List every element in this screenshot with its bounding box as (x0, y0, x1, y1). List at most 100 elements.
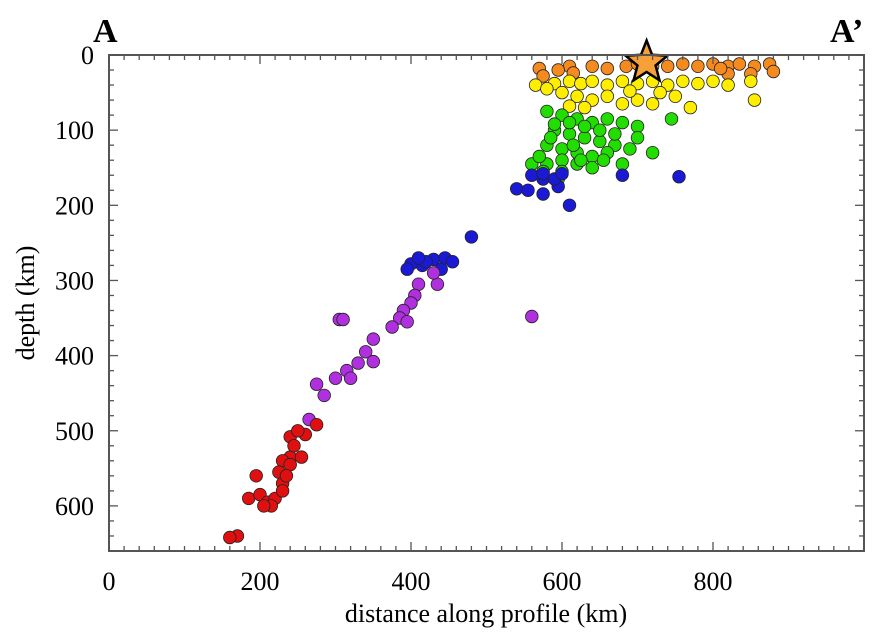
data-point (555, 142, 569, 156)
data-point (615, 168, 630, 182)
data-point (562, 99, 577, 113)
data-point (600, 89, 615, 104)
data-point (430, 277, 445, 291)
data-point (615, 115, 630, 130)
data-point (241, 491, 256, 506)
data-point (630, 119, 645, 134)
data-point (566, 138, 581, 152)
data-point (623, 142, 637, 156)
y-tick-label: 0 (81, 41, 94, 70)
data-point (577, 119, 592, 134)
data-point (510, 182, 524, 196)
data-point (540, 82, 554, 96)
data-point (525, 309, 539, 324)
data-point (596, 153, 611, 167)
data-point (630, 93, 645, 107)
data-point (744, 74, 758, 89)
data-point (608, 127, 622, 141)
y-tick-label: 200 (55, 191, 94, 220)
data-point (691, 76, 705, 91)
data-point (600, 61, 615, 76)
x-tick-label: 0 (103, 567, 116, 596)
data-point (411, 251, 426, 265)
data-point (585, 160, 599, 175)
data-point (328, 371, 343, 385)
data-point (555, 85, 569, 100)
data-point (275, 484, 290, 498)
data-point (294, 450, 309, 464)
data-point (585, 74, 599, 89)
data-point (574, 153, 588, 167)
data-point (645, 145, 660, 160)
data-point (283, 457, 297, 472)
y-tick-label: 600 (55, 492, 94, 521)
axis-tick-labels: 0 200 400 600 800 0 100 200 300 400 500 600 (55, 41, 733, 596)
data-point (445, 255, 460, 269)
data-point (540, 104, 554, 119)
data-point (577, 130, 592, 145)
data-point (585, 59, 599, 74)
data-point (464, 230, 479, 244)
data-point (664, 112, 679, 126)
x-tick-label: 800 (694, 567, 733, 596)
data-point (585, 149, 599, 164)
data-point (676, 74, 690, 89)
data-point (619, 59, 633, 74)
data-point (683, 100, 698, 115)
data-point (411, 277, 426, 291)
y-tick-label: 100 (55, 116, 94, 145)
data-point (249, 469, 263, 483)
data-point (279, 469, 294, 483)
data-point (555, 153, 569, 167)
data-point (661, 59, 675, 74)
data-point (366, 332, 381, 346)
data-point (615, 97, 630, 111)
data-point (615, 157, 630, 171)
data-point (426, 266, 441, 280)
data-point (521, 183, 535, 198)
data-point (291, 424, 305, 438)
y-axis-title: depth (km) (11, 246, 40, 361)
data-point (570, 89, 584, 104)
data-point (359, 345, 373, 359)
data-point (309, 418, 324, 432)
data-point (385, 320, 399, 334)
data-point (555, 166, 569, 181)
x-tick-label: 400 (392, 567, 431, 596)
data-point (544, 130, 558, 145)
data-point (668, 89, 683, 104)
plot-area (109, 55, 864, 551)
data-point (713, 61, 728, 76)
data-point (287, 439, 301, 453)
data-point (223, 530, 237, 545)
data-point (536, 166, 550, 181)
data-point (706, 74, 720, 89)
data-point (623, 84, 637, 98)
corner-label-a-prime: A’ (830, 13, 863, 50)
data-point (343, 371, 358, 385)
y-tick-label: 500 (55, 417, 94, 446)
data-point (593, 123, 607, 137)
data-point (600, 112, 615, 126)
data-point (645, 97, 660, 111)
data-point (351, 356, 365, 370)
data-point (747, 93, 762, 107)
data-point (615, 74, 630, 89)
data-point (257, 499, 271, 513)
data-point (732, 57, 747, 71)
data-point (574, 76, 588, 91)
data-point (528, 78, 543, 92)
data-point (317, 388, 331, 403)
data-point (593, 134, 607, 149)
data-point (562, 198, 577, 213)
data-point (600, 78, 615, 92)
data-point (562, 127, 577, 141)
data-point (536, 69, 550, 83)
data-point (721, 78, 735, 92)
data-point (630, 130, 645, 145)
x-tick-label: 600 (543, 567, 582, 596)
data-point (766, 64, 781, 79)
data-point (577, 100, 592, 115)
data-points (223, 57, 781, 545)
